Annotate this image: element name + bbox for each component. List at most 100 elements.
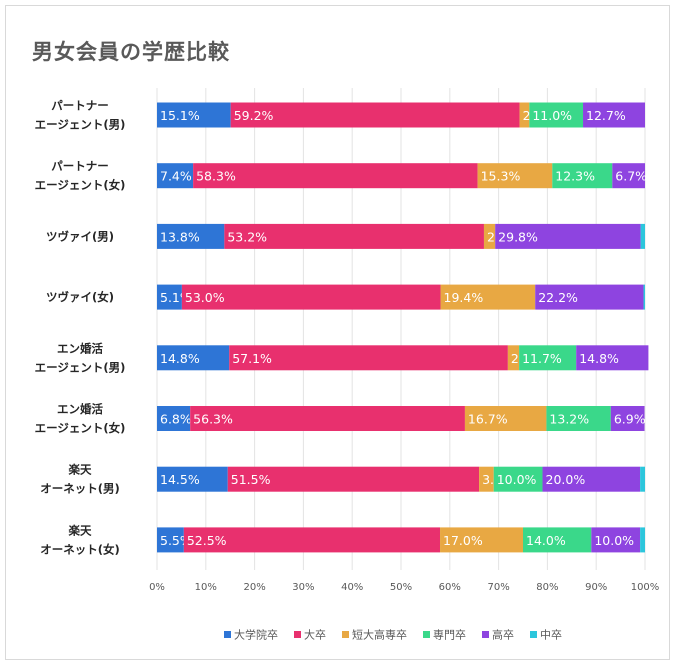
category-label: パートナー xyxy=(51,99,109,113)
legend-swatch xyxy=(294,631,301,638)
category-label: エージェント(女) xyxy=(35,178,126,192)
data-label: 6.7% xyxy=(615,169,647,184)
data-label: 12.3% xyxy=(555,169,595,184)
bar-segment xyxy=(612,163,645,189)
data-label: 6.9% xyxy=(614,412,646,427)
x-tick-label: 50% xyxy=(390,582,412,593)
bar-segment xyxy=(610,406,645,431)
data-label: 13.8% xyxy=(160,229,200,244)
bar-segment xyxy=(181,284,441,310)
data-label: 13.2% xyxy=(549,412,589,427)
bar-segment xyxy=(190,406,465,431)
x-tick-label: 80% xyxy=(536,582,558,593)
bar-segment xyxy=(230,102,520,128)
legend-label: 中卒 xyxy=(540,628,562,642)
category-label: エン婚活 xyxy=(57,402,103,416)
bar-segment xyxy=(643,284,645,310)
category-label: 楽天 xyxy=(68,523,92,537)
data-label: 57.1% xyxy=(232,351,272,366)
bar-segment xyxy=(157,284,182,310)
bar-segment xyxy=(183,527,441,553)
bar-segment xyxy=(583,102,645,128)
x-tick-label: 30% xyxy=(292,582,314,593)
legend-label: 高卒 xyxy=(492,628,514,642)
legend-label: 大学院卒 xyxy=(234,628,278,642)
category-label: エージェント(男) xyxy=(35,360,126,374)
bar-segment xyxy=(542,466,641,492)
bar-segment xyxy=(157,163,194,189)
bar-segment xyxy=(591,527,641,553)
data-label: 15.1% xyxy=(160,108,200,123)
category-label: エージェント(女) xyxy=(35,421,126,435)
category-label: エージェント(男) xyxy=(35,118,126,132)
data-label: 20.0% xyxy=(546,472,586,487)
bar-segment xyxy=(552,163,613,189)
legend-swatch xyxy=(530,631,537,638)
data-label: 14.0% xyxy=(526,533,566,548)
legend-swatch xyxy=(423,631,430,638)
bar-segment xyxy=(576,345,649,371)
bar-segment xyxy=(157,466,228,492)
data-label: 53.2% xyxy=(227,229,267,244)
legend-swatch xyxy=(482,631,489,638)
data-label: 16.7% xyxy=(468,412,508,427)
category-label: エン婚活 xyxy=(57,341,103,355)
data-label: 19.4% xyxy=(444,290,484,305)
bar-segment xyxy=(483,223,496,249)
bar-segment xyxy=(477,163,553,189)
bar-segment xyxy=(464,406,547,431)
legend-label: 専門卒 xyxy=(433,628,466,642)
bar-segment xyxy=(529,102,584,128)
data-label: 53.0% xyxy=(185,290,225,305)
category-label: パートナー xyxy=(51,159,109,173)
data-label: 14.5% xyxy=(160,472,200,487)
data-label: 11.0% xyxy=(532,108,572,123)
data-label: 14.8% xyxy=(160,351,200,366)
data-label: 22.2% xyxy=(538,290,578,305)
bar-segment xyxy=(229,345,508,371)
data-label: 59.2% xyxy=(234,108,274,123)
x-tick-label: 0% xyxy=(149,582,165,593)
bar-segment xyxy=(640,466,645,492)
bar-segment xyxy=(519,102,530,128)
bar-segment xyxy=(157,527,184,553)
bar-segment xyxy=(440,527,523,553)
data-label: 12.7% xyxy=(586,108,626,123)
data-label: 17.0% xyxy=(443,533,483,548)
bar-segment xyxy=(193,163,478,189)
data-label: 10.0% xyxy=(594,533,634,548)
data-label: 58.3% xyxy=(196,169,236,184)
bar-segment xyxy=(224,223,484,249)
data-label: 7.4% xyxy=(160,169,192,184)
bar-segment xyxy=(157,223,225,249)
category-label: ツヴァイ(男) xyxy=(46,229,114,243)
bar-segment xyxy=(535,284,644,310)
bar-segment xyxy=(157,406,191,431)
bar-segment xyxy=(640,527,645,553)
category-label: 楽天 xyxy=(68,463,92,477)
bar-segment xyxy=(495,223,641,249)
x-tick-label: 60% xyxy=(439,582,461,593)
bar-segment xyxy=(546,406,611,431)
category-label: オーネット(男) xyxy=(40,482,120,496)
chart-title: 男女会員の学歴比較 xyxy=(32,40,230,64)
data-label: 56.3% xyxy=(193,412,233,427)
x-tick-label: 40% xyxy=(341,582,363,593)
bar-segment xyxy=(523,527,592,553)
x-tick-label: 20% xyxy=(243,582,265,593)
data-label: 10.0% xyxy=(497,472,537,487)
bar-segment xyxy=(157,102,231,128)
x-tick-label: 70% xyxy=(487,582,509,593)
data-label: 51.5% xyxy=(231,472,271,487)
bar-segment xyxy=(479,466,494,492)
data-label: 29.8% xyxy=(498,229,538,244)
bar-segment xyxy=(440,284,536,310)
legend-label: 大卒 xyxy=(304,628,326,642)
bar-segment xyxy=(227,466,480,492)
data-label: 15.3% xyxy=(481,169,521,184)
legend-swatch xyxy=(224,631,231,638)
category-label: オーネット(女) xyxy=(40,542,120,556)
category-label: ツヴァイ(女) xyxy=(46,290,114,304)
x-tick-label: 100% xyxy=(631,582,660,593)
